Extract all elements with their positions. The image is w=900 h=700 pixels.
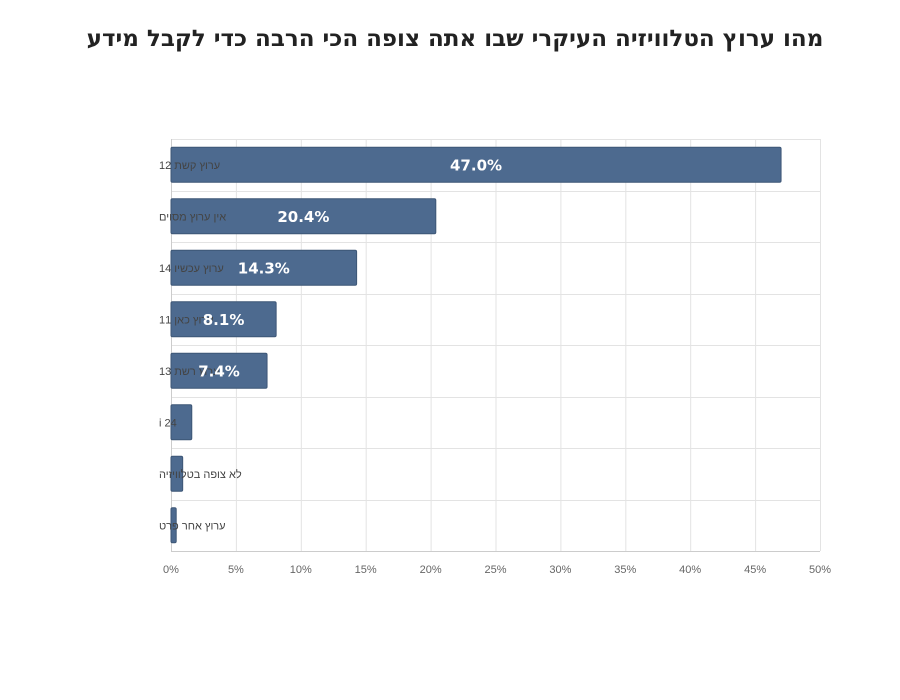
bar — [170, 146, 782, 183]
category-label: לא צופה בטלוויזיה — [159, 468, 242, 481]
category-label: אין ערוץ מסוים — [159, 211, 226, 223]
x-tick-label: 25% — [484, 564, 506, 576]
data-label: 47.0% — [450, 156, 502, 174]
category-label: ערוץ קשת 12 — [159, 160, 220, 172]
category-label: ערוץ כאן 11 — [159, 314, 214, 326]
category-label: ערוץ אחר פרט — [159, 520, 226, 532]
x-tick-label: 35% — [614, 564, 636, 576]
bar — [170, 404, 193, 441]
x-tick-label: 15% — [355, 564, 377, 576]
x-tick-label: 45% — [744, 564, 766, 576]
bar — [170, 507, 177, 544]
x-tick-label: 0% — [163, 564, 179, 576]
bar — [170, 249, 358, 286]
data-label: 8.1% — [203, 311, 245, 329]
data-label: 14.3% — [238, 259, 290, 277]
bar — [170, 198, 437, 235]
data-label: 20.4% — [277, 208, 329, 226]
x-tick-label: 30% — [549, 564, 571, 576]
x-tick-label: 40% — [679, 564, 701, 576]
x-tick-label: 20% — [420, 564, 442, 576]
chart-title: מהו ערוץ הטלוויזיה העיקרי שבו אתה צופה ה… — [86, 26, 824, 52]
category-label: ערוץ עכשיו 14 — [159, 263, 224, 275]
x-tick-label: 50% — [809, 564, 831, 576]
x-tick-label: 5% — [228, 564, 244, 576]
category-label: i 24 — [159, 417, 177, 429]
bar — [170, 352, 268, 389]
x-tick-label: 10% — [290, 564, 312, 576]
category-label: ערוץ רשת 13 — [159, 366, 220, 378]
bar — [170, 301, 277, 338]
data-label: 7.4% — [198, 362, 240, 380]
bar — [170, 455, 184, 492]
